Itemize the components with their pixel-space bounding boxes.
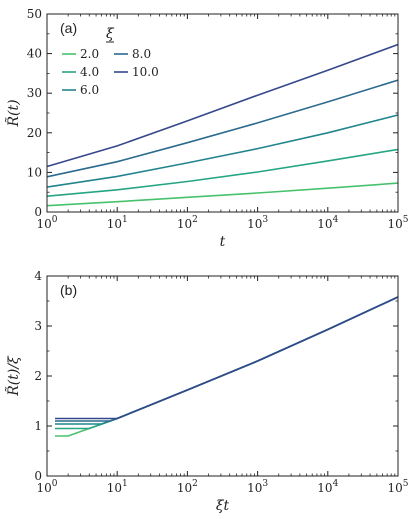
series-line-4.0 <box>55 296 399 430</box>
x-tick-label: 105 <box>387 479 408 495</box>
legend-title: ξ <box>106 26 115 42</box>
x-tick-label: 104 <box>317 479 338 495</box>
series-line-10.0 <box>46 43 399 168</box>
series-line-2.0 <box>46 182 399 207</box>
panel-label: (a) <box>60 20 77 36</box>
y-tick-label: 1 <box>34 419 42 433</box>
plot-frame <box>46 13 399 213</box>
legend-label-4.0: 4.0 <box>80 65 99 79</box>
x-tick-label: 103 <box>247 215 268 231</box>
series-line-6.0 <box>46 114 399 188</box>
x-tick-label: 102 <box>177 479 198 495</box>
legend-label-8.0: 8.0 <box>132 47 151 61</box>
legend: ξ 2.0 4.0 6.0 8.0 10.0 <box>62 26 159 97</box>
y-tick-label: 10 <box>27 165 42 179</box>
y-axis-label: R̃(t)/ξ <box>4 355 22 397</box>
series-line-2.0 <box>55 296 399 437</box>
y-tick-label: 2 <box>34 369 42 383</box>
x-axis-label: ξt <box>216 498 230 514</box>
x-tick-label: 100 <box>36 215 57 231</box>
panel-label: (b) <box>60 282 77 298</box>
series-line-8.0 <box>55 296 399 422</box>
x-tick-label: 105 <box>387 215 408 231</box>
series-line-4.0 <box>46 148 399 197</box>
y-tick-label: 0 <box>34 469 42 483</box>
y-tick-label: 50 <box>27 7 42 21</box>
x-tick-label: 100 <box>36 479 57 495</box>
panel-a: 100 101 102 103 104 105 0 10 20 30 40 50 t R̃(t) (a) ξ2… <box>4 7 408 250</box>
y-tick-label: 3 <box>34 319 42 333</box>
y-tick-label: 4 <box>34 269 42 283</box>
y-tick-label: 40 <box>27 47 42 61</box>
y-tick-label: 0 <box>34 205 42 219</box>
x-tick-label: 103 <box>247 479 268 495</box>
series-line-8.0 <box>46 79 399 178</box>
legend-label-6.0: 6.0 <box>80 83 99 97</box>
x-tick-label: 102 <box>177 215 198 231</box>
legend-label-2.0: 2.0 <box>80 47 99 61</box>
x-axis-label: t <box>220 234 226 250</box>
panel-b: 100 101 102 103 104 105 0 1 2 3 4 ξt R̃(t)/ξ (b) <box>4 269 408 514</box>
series-line-6.0 <box>55 296 399 425</box>
x-tick-label: 104 <box>317 215 338 231</box>
y-tick-label: 30 <box>27 86 42 100</box>
y-axis-label: R̃(t) <box>4 99 22 127</box>
legend-label-10.0: 10.0 <box>132 65 159 79</box>
y-tick-label: 20 <box>27 126 42 140</box>
x-tick-label: 101 <box>107 215 128 231</box>
series-line-10.0 <box>55 296 399 420</box>
x-tick-label: 101 <box>107 479 128 495</box>
